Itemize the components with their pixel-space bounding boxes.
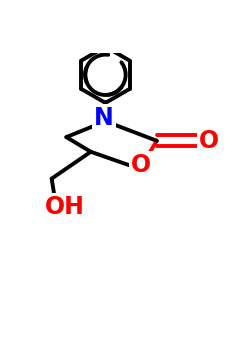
Text: O: O: [198, 129, 219, 153]
Text: OH: OH: [45, 195, 85, 219]
Text: N: N: [94, 106, 114, 130]
Text: O: O: [131, 153, 151, 177]
